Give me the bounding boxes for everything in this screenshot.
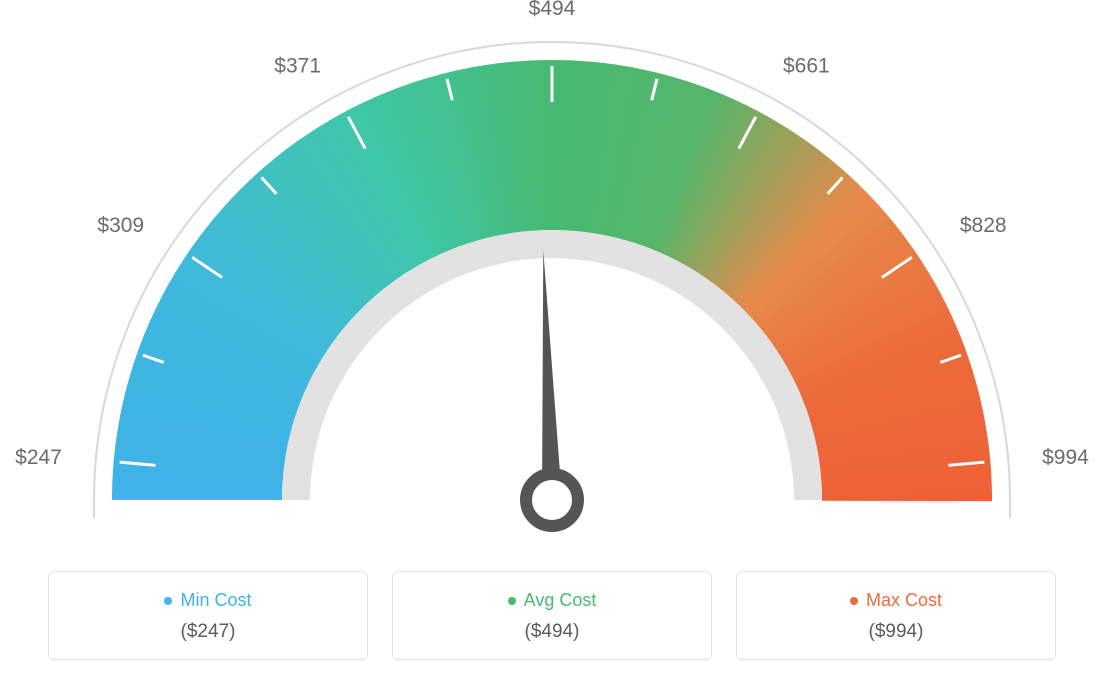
legend-value-min: ($247) — [59, 621, 357, 643]
gauge-tick-label: $994 — [1042, 446, 1089, 469]
dot-icon — [164, 597, 172, 605]
gauge-tick-label: $247 — [15, 446, 62, 469]
dot-icon — [508, 597, 516, 605]
gauge-tick-label: $371 — [274, 55, 321, 78]
legend-value-avg: ($494) — [403, 621, 701, 643]
legend-label: Min Cost — [180, 590, 251, 611]
gauge-tick-label: $661 — [783, 55, 830, 78]
gauge-tick-label: $494 — [529, 0, 576, 20]
dot-icon — [850, 597, 858, 605]
legend-card-avg: Avg Cost ($494) — [392, 571, 712, 660]
legend-value-max: ($994) — [747, 621, 1045, 643]
legend-label: Avg Cost — [524, 590, 597, 611]
legend-row: Min Cost ($247) Avg Cost ($494) Max Cost… — [0, 571, 1104, 660]
legend-label: Max Cost — [866, 590, 942, 611]
legend-card-min: Min Cost ($247) — [48, 571, 368, 660]
gauge-svg: $247 $309 $371 $494 $661 $828 $994 — [0, 0, 1104, 560]
gauge-tick-label: $309 — [97, 214, 144, 237]
gauge-tick-label: $828 — [960, 214, 1007, 237]
legend-card-max: Max Cost ($994) — [736, 571, 1056, 660]
gauge-chart: $247 $309 $371 $494 $661 $828 $994 — [0, 0, 1104, 560]
legend-title-avg: Avg Cost — [508, 590, 597, 611]
legend-title-min: Min Cost — [164, 590, 251, 611]
legend-title-max: Max Cost — [850, 590, 942, 611]
